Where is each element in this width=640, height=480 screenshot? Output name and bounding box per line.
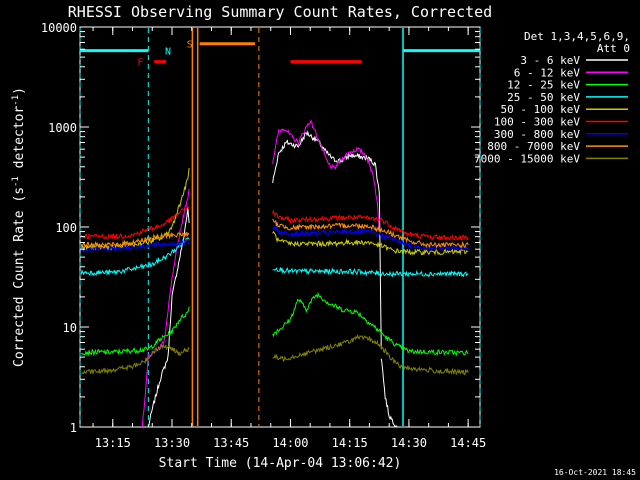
x-axis: 13:15 13:30 13:45 14:00 14:15 14:30 14:45 [92, 27, 486, 450]
y-tick-label: 10000 [41, 21, 77, 35]
flag-label-f: F [137, 58, 143, 69]
series-line [80, 239, 190, 253]
series-layer [80, 119, 469, 428]
x-tick-label: 13:30 [154, 436, 190, 450]
series-line [272, 291, 469, 357]
series-line [272, 333, 469, 376]
y-tick-label: 1 [70, 421, 77, 435]
series-line [272, 267, 469, 278]
legend-entry-label: 50 - 100 keV [501, 103, 581, 116]
flag-label-s: S [187, 40, 193, 51]
series-line [80, 237, 190, 277]
legend-entry-label: 3 - 6 keV [520, 54, 580, 67]
series-line [272, 218, 469, 249]
series-line [141, 188, 190, 428]
legend-entry-label: 12 - 25 keV [507, 79, 580, 92]
series-line [272, 230, 469, 256]
x-tick-label: 13:45 [213, 436, 249, 450]
legend-title-line-2: Att 0 [597, 42, 630, 55]
series-line [272, 224, 469, 252]
y-tick-label: 1000 [48, 121, 77, 135]
legend-entry-label: 6 - 12 keV [514, 66, 581, 79]
legend-entry-label: 7000 - 15000 keV [474, 152, 580, 165]
x-tick-label: 14:15 [332, 436, 368, 450]
legend-entry-label: 800 - 7000 keV [487, 140, 580, 153]
legend-entry-label: 25 - 50 keV [507, 91, 580, 104]
series-line [81, 342, 190, 375]
legend-entry-label: 300 - 800 keV [494, 128, 580, 141]
series-line [80, 205, 190, 240]
series-line [80, 306, 190, 357]
flag-layer: N F S [79, 28, 481, 426]
series-line [80, 231, 190, 250]
y-tick-label: 10 [63, 321, 77, 335]
series-line [272, 209, 469, 241]
footer-date: 16-Oct-2021 18:45 [554, 468, 636, 477]
y-axis: 1 10 100 1000 10000 [41, 21, 480, 435]
x-axis-label: Start Time (14-Apr-04 13:06:42) [159, 456, 402, 471]
y-axis-label: Corrected Count Rate (s-1 detector-1) [11, 87, 27, 367]
x-tick-label: 13:15 [95, 436, 131, 450]
flag-label-n: N [165, 47, 171, 58]
series-line [272, 130, 382, 350]
x-tick-label: 14:45 [450, 436, 486, 450]
x-tick-label: 14:00 [272, 436, 308, 450]
legend-entry-label: 100 - 300 keV [494, 116, 580, 129]
series-line [272, 119, 380, 232]
y-tick-label: 100 [55, 221, 77, 235]
chart-title: RHESSI Observing Summary Count Rates, Co… [68, 3, 492, 21]
legend-title-line-1: Det 1,3,4,5,6,9, [524, 30, 630, 43]
series-line [380, 358, 398, 428]
x-tick-label: 14:30 [391, 436, 427, 450]
